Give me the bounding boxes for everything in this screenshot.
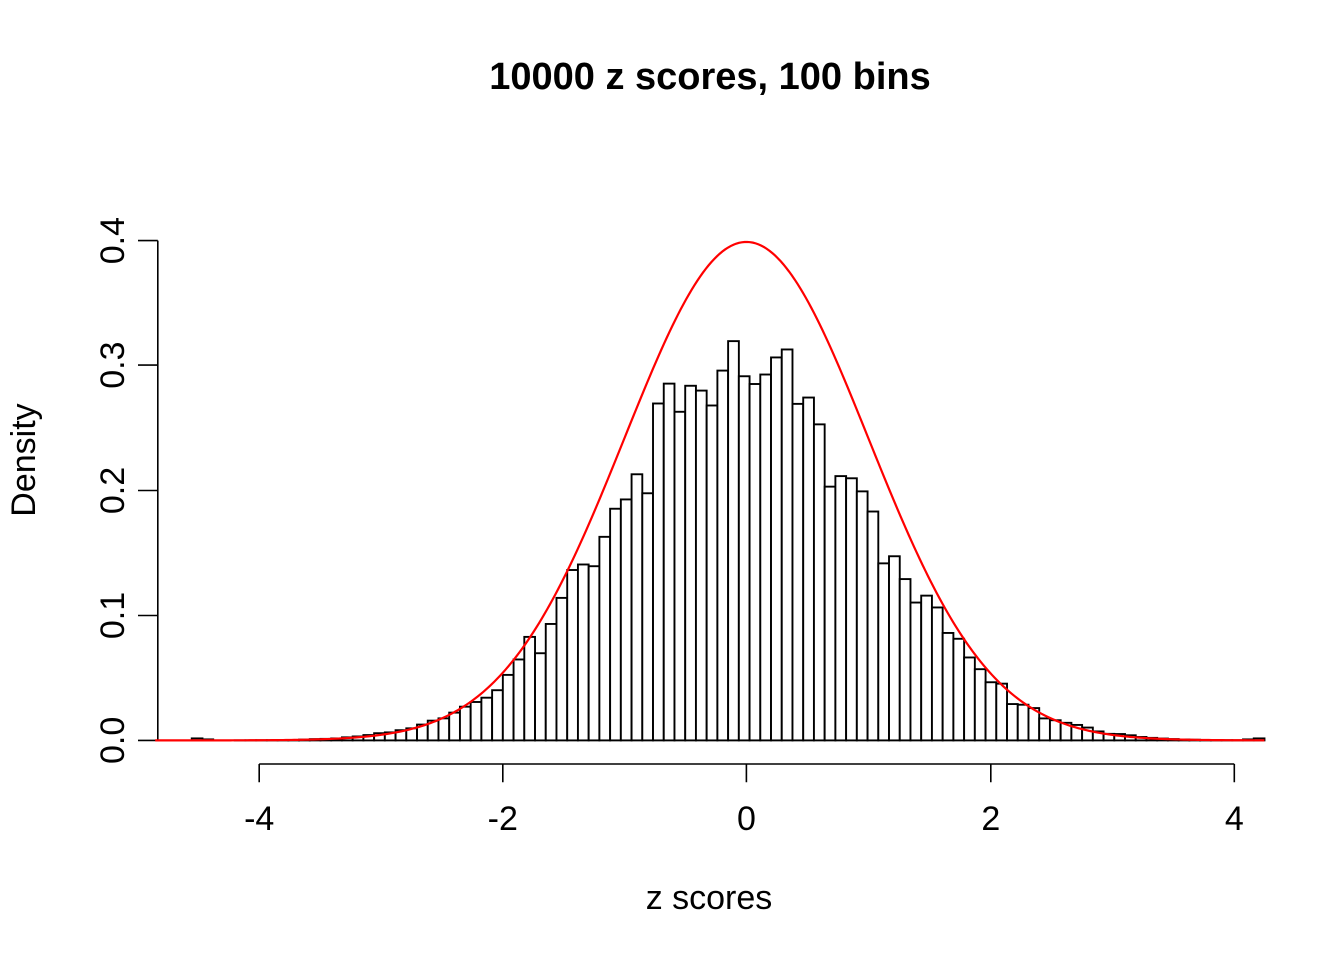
svg-text:0.0: 0.0 xyxy=(94,717,132,764)
svg-text:-4: -4 xyxy=(244,800,274,838)
svg-text:0: 0 xyxy=(737,800,756,838)
svg-text:Density: Density xyxy=(5,403,43,516)
svg-text:0.1: 0.1 xyxy=(94,592,132,639)
svg-text:0.2: 0.2 xyxy=(94,467,132,514)
svg-text:-2: -2 xyxy=(488,800,518,838)
svg-text:z scores: z scores xyxy=(646,879,773,917)
svg-text:0.3: 0.3 xyxy=(94,341,132,388)
svg-text:2: 2 xyxy=(981,800,1000,838)
svg-text:4: 4 xyxy=(1225,800,1244,838)
svg-text:0.4: 0.4 xyxy=(94,217,132,264)
